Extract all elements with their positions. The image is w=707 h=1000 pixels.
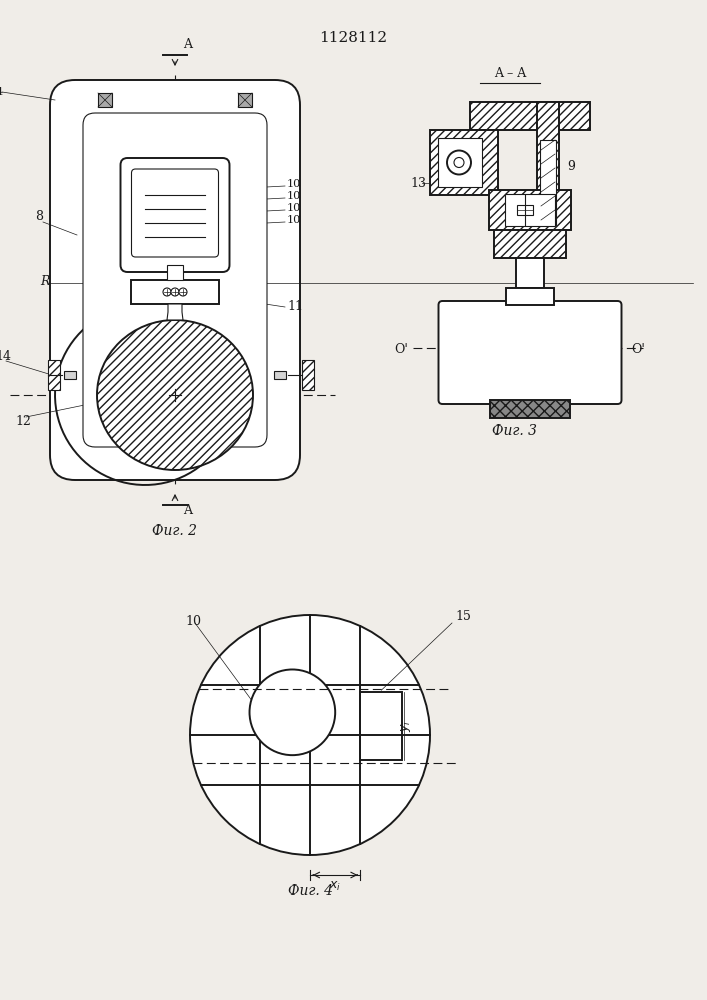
Bar xyxy=(361,692,402,760)
Bar xyxy=(506,288,554,305)
Bar xyxy=(438,138,482,187)
Text: 1128112: 1128112 xyxy=(319,31,387,45)
Text: 10: 10 xyxy=(287,179,301,189)
Text: $y_i$: $y_i$ xyxy=(399,720,414,732)
Text: 11: 11 xyxy=(287,300,303,313)
Text: O': O' xyxy=(395,343,409,356)
Text: 10: 10 xyxy=(287,191,301,201)
Text: 10: 10 xyxy=(287,203,301,213)
Text: 12: 12 xyxy=(15,415,31,428)
Bar xyxy=(302,360,314,390)
FancyBboxPatch shape xyxy=(83,113,267,447)
Text: A – A: A – A xyxy=(494,67,526,80)
Bar xyxy=(64,371,76,379)
Bar xyxy=(430,130,498,195)
Text: 13: 13 xyxy=(410,177,426,190)
Bar xyxy=(494,230,566,258)
Text: 8: 8 xyxy=(35,210,43,223)
Text: A: A xyxy=(183,504,192,517)
Bar xyxy=(505,194,555,226)
Text: O': O' xyxy=(631,343,645,356)
Bar xyxy=(517,205,533,215)
Bar xyxy=(131,280,219,304)
Circle shape xyxy=(454,157,464,167)
Text: $x_i$: $x_i$ xyxy=(329,880,341,893)
Text: 15: 15 xyxy=(455,610,471,623)
Bar xyxy=(516,258,544,288)
Text: 10: 10 xyxy=(185,615,201,628)
Bar xyxy=(540,140,556,225)
Bar xyxy=(470,102,590,130)
Circle shape xyxy=(179,288,187,296)
Bar xyxy=(489,190,571,230)
FancyBboxPatch shape xyxy=(50,80,300,480)
Text: A: A xyxy=(183,38,192,51)
Bar xyxy=(48,360,60,390)
Circle shape xyxy=(190,615,430,855)
Circle shape xyxy=(163,288,171,296)
Circle shape xyxy=(447,150,471,174)
Text: 14: 14 xyxy=(0,87,4,97)
Ellipse shape xyxy=(97,320,253,470)
Bar xyxy=(238,93,252,107)
Polygon shape xyxy=(167,304,183,320)
Text: Фиг. 3: Фиг. 3 xyxy=(493,424,537,438)
Bar xyxy=(490,400,570,418)
Text: 14: 14 xyxy=(0,350,11,363)
Bar xyxy=(537,102,559,230)
Text: Фиг. 2: Фиг. 2 xyxy=(153,524,197,538)
Bar xyxy=(167,265,183,280)
FancyBboxPatch shape xyxy=(132,169,218,257)
FancyBboxPatch shape xyxy=(120,158,230,272)
Circle shape xyxy=(171,288,179,296)
Text: R: R xyxy=(40,275,49,288)
FancyBboxPatch shape xyxy=(438,301,621,404)
Circle shape xyxy=(250,669,335,755)
Bar xyxy=(274,371,286,379)
Text: 10: 10 xyxy=(287,215,301,225)
Bar xyxy=(98,93,112,107)
Text: Фиг. 4: Фиг. 4 xyxy=(288,884,332,898)
Text: 9: 9 xyxy=(567,160,575,173)
